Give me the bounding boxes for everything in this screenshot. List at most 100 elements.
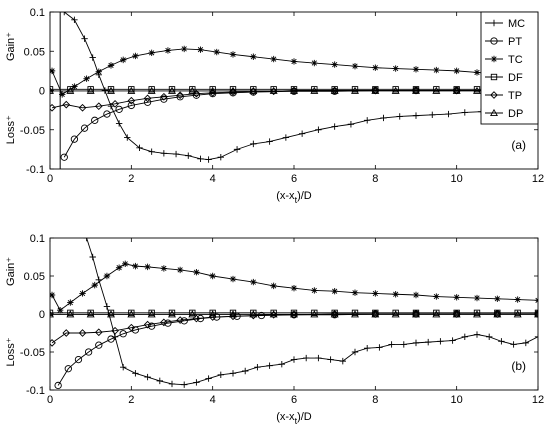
data-point-mc (364, 117, 371, 124)
y-axis-label-gain: Gain⁺ (5, 32, 17, 61)
data-point-df (270, 86, 277, 93)
data-point-pt (127, 101, 135, 110)
panel-label: (a) (511, 138, 526, 152)
data-point-dp (351, 310, 359, 318)
data-point-mc (510, 341, 517, 348)
data-point-mc (168, 380, 176, 388)
y-tick-label: 0 (39, 309, 45, 321)
data-point-dp (473, 86, 481, 94)
data-point-tp (249, 87, 258, 96)
data-point-tp (160, 92, 168, 101)
data-point-dp (269, 86, 278, 94)
data-point-mc (242, 367, 249, 375)
data-point-df (128, 309, 135, 317)
series-dp (50, 86, 538, 94)
data-point-mc (71, 16, 78, 24)
data-point-mc (303, 354, 310, 362)
data-point-tp (94, 102, 103, 111)
data-point-tc (311, 287, 318, 294)
data-point-dp (107, 86, 115, 94)
data-point-mc (364, 345, 371, 352)
data-point-df (412, 86, 420, 93)
data-point-dp (391, 310, 400, 318)
x-axis-label: (x-xt)/D (276, 411, 312, 426)
data-point-mc (412, 339, 420, 347)
data-point-tc (412, 66, 420, 73)
data-point-tc (50, 67, 56, 75)
data-point-df (67, 309, 74, 317)
data-point-mc (298, 130, 306, 137)
data-point-tc (311, 59, 318, 67)
data-point-tp (534, 310, 538, 318)
data-point-mc (290, 356, 298, 363)
data-point-tc (331, 288, 338, 295)
data-point-mc (327, 356, 334, 363)
legend-label-df: DF (508, 72, 523, 84)
y-tick-label: 0.05 (24, 271, 45, 283)
data-point-dp (269, 310, 278, 318)
data-point-mc (250, 140, 257, 148)
panel-label: (b) (511, 359, 526, 373)
data-point-tc (351, 62, 359, 70)
data-point-dp (147, 86, 156, 94)
data-point-mc (461, 109, 468, 116)
data-point-pt (74, 355, 83, 364)
data-point-dp (249, 310, 258, 318)
data-point-df (148, 86, 155, 93)
legend-box (480, 11, 539, 125)
legend-marker-pt (490, 37, 498, 45)
data-point-dp (351, 86, 359, 94)
data-point-tc (71, 83, 78, 90)
data-point-tp (176, 316, 184, 324)
data-point-mc (445, 110, 452, 118)
data-point-tp (94, 328, 103, 337)
data-point-mc (331, 123, 338, 130)
data-point-pt (160, 95, 168, 103)
data-point-dp (412, 310, 420, 318)
data-point-tc (433, 66, 440, 74)
series-pt (60, 86, 538, 161)
y-axis-label-loss: Loss⁺ (5, 115, 17, 144)
data-point-tc (132, 262, 139, 270)
data-point-mc (449, 337, 456, 344)
data-point-tc (213, 48, 220, 56)
data-point-df (189, 309, 196, 317)
data-point-df (148, 309, 155, 317)
data-point-tc (270, 282, 277, 290)
data-point-mc (217, 371, 224, 378)
data-point-mc (144, 373, 151, 381)
data-point-tc (115, 264, 123, 271)
data-point-pt (164, 319, 172, 327)
data-point-df (514, 309, 521, 317)
data-point-dp (371, 86, 380, 94)
data-point-mc (156, 377, 163, 385)
data-point-tc (473, 294, 481, 302)
data-point-tp (192, 314, 201, 323)
data-point-tc (392, 291, 399, 298)
data-point-tc (473, 69, 481, 76)
y-tick-label: 0.1 (30, 233, 45, 245)
y-tick-label: 0.05 (24, 46, 45, 58)
data-point-mc (217, 154, 224, 161)
data-point-mc (339, 357, 346, 365)
x-tick-label: 8 (372, 394, 378, 406)
data-point-df (67, 86, 74, 93)
data-point-df (372, 309, 379, 317)
data-point-dp (229, 86, 237, 94)
data-point-df (351, 309, 359, 317)
series-df (50, 309, 538, 317)
data-point-tc (372, 290, 379, 297)
y-tick-label: 0.1 (30, 7, 45, 19)
data-point-tc (132, 52, 139, 60)
data-point-df (229, 309, 237, 317)
data-point-mc (429, 111, 436, 119)
data-point-tp (192, 89, 201, 98)
data-point-dp (452, 86, 461, 94)
data-point-mc (132, 370, 139, 377)
data-point-pt (80, 124, 89, 132)
data-point-mc (103, 303, 111, 310)
legend-marker-df (490, 73, 498, 81)
data-point-dp (371, 310, 380, 318)
data-point-tc (331, 61, 338, 68)
